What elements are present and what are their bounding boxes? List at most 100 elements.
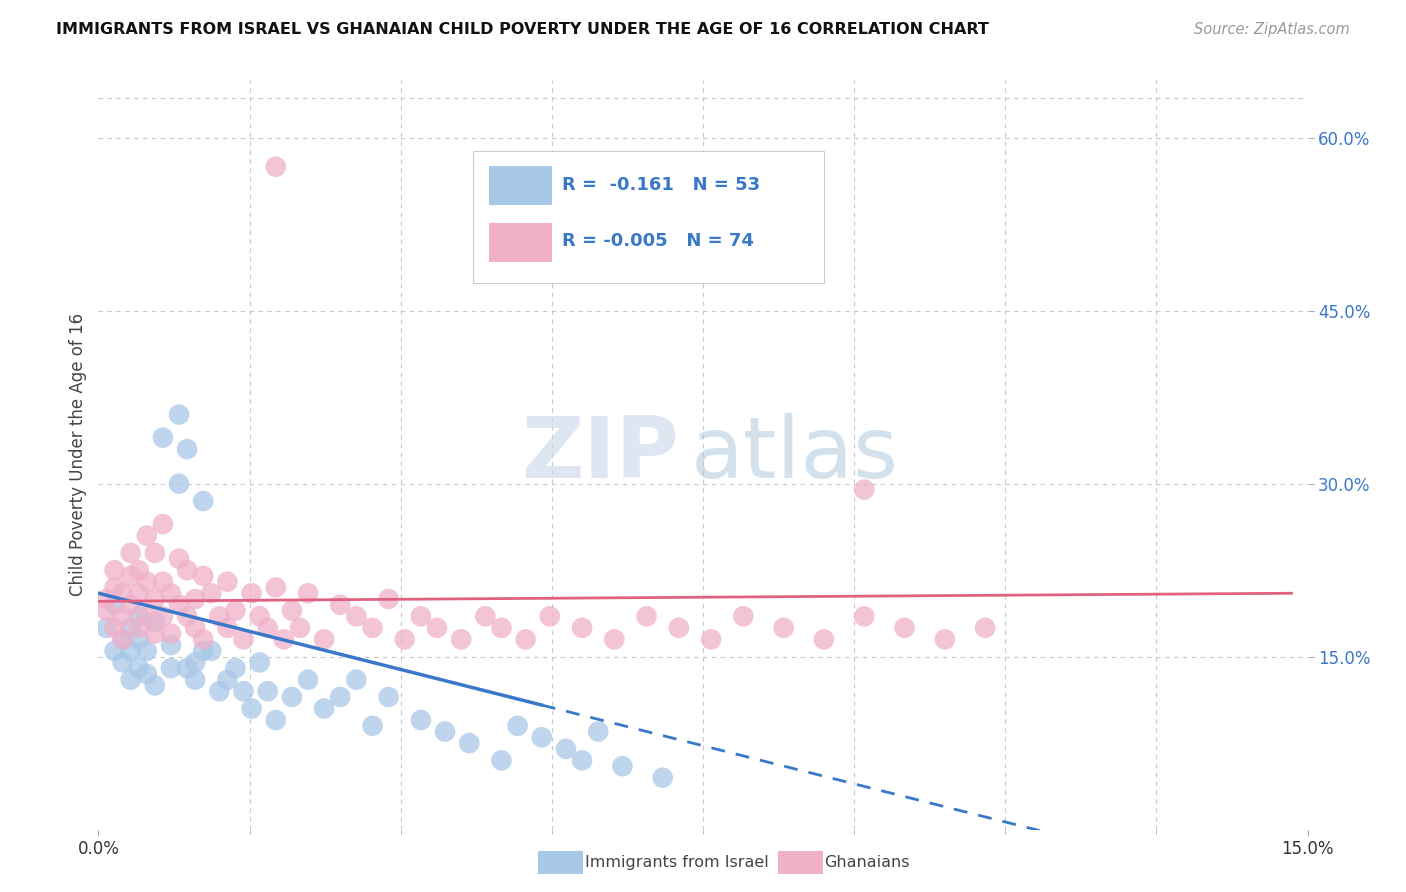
Point xyxy=(176,661,198,675)
Point xyxy=(232,632,254,647)
Point xyxy=(329,690,352,704)
Point xyxy=(772,621,794,635)
Point xyxy=(135,609,157,624)
Point xyxy=(297,586,319,600)
Point xyxy=(813,632,835,647)
Point xyxy=(120,546,142,560)
Point xyxy=(409,609,432,624)
Point xyxy=(143,678,166,692)
Point xyxy=(176,609,198,624)
Point xyxy=(128,632,150,647)
Text: Ghanaians: Ghanaians xyxy=(824,855,910,870)
Point xyxy=(506,719,529,733)
Point xyxy=(184,656,207,670)
Point xyxy=(893,621,915,635)
Point xyxy=(474,609,496,624)
Point xyxy=(733,609,755,624)
Point xyxy=(120,621,142,635)
Point xyxy=(329,598,352,612)
Point xyxy=(612,759,634,773)
Point xyxy=(208,684,231,698)
Point xyxy=(377,592,399,607)
Point xyxy=(224,603,246,617)
Point xyxy=(135,528,157,542)
Point xyxy=(167,476,190,491)
Point xyxy=(281,690,304,704)
Point xyxy=(217,673,239,687)
Point xyxy=(96,603,118,617)
Point xyxy=(668,621,690,635)
Y-axis label: Child Poverty Under the Age of 16: Child Poverty Under the Age of 16 xyxy=(69,313,87,597)
Point xyxy=(217,574,239,589)
Text: Source: ZipAtlas.com: Source: ZipAtlas.com xyxy=(1194,22,1350,37)
Point xyxy=(571,753,593,767)
Point xyxy=(264,160,287,174)
Point xyxy=(111,632,134,647)
Point xyxy=(128,563,150,577)
Point xyxy=(143,592,166,607)
Point xyxy=(538,609,561,624)
Point xyxy=(586,724,609,739)
Point xyxy=(208,609,231,624)
Point xyxy=(111,656,134,670)
Point xyxy=(167,408,190,422)
Point xyxy=(450,632,472,647)
Point xyxy=(530,731,553,745)
Point xyxy=(240,701,263,715)
Point xyxy=(193,644,215,658)
Point xyxy=(515,632,537,647)
Point xyxy=(217,621,239,635)
Point xyxy=(193,632,215,647)
Point xyxy=(264,581,287,595)
FancyBboxPatch shape xyxy=(489,167,551,205)
Point xyxy=(111,586,134,600)
Point xyxy=(426,621,449,635)
Point xyxy=(700,632,723,647)
Point xyxy=(120,644,142,658)
Point xyxy=(297,673,319,687)
Point xyxy=(571,621,593,635)
Point xyxy=(111,632,134,647)
Point xyxy=(409,713,432,727)
Point xyxy=(135,574,157,589)
Point xyxy=(264,713,287,727)
Point xyxy=(288,621,311,635)
Point xyxy=(120,673,142,687)
Text: Immigrants from Israel: Immigrants from Israel xyxy=(585,855,769,870)
Point xyxy=(176,442,198,457)
Point xyxy=(434,724,457,739)
Point xyxy=(152,574,174,589)
Point xyxy=(853,483,876,497)
Point xyxy=(281,603,304,617)
Point xyxy=(361,719,384,733)
Point xyxy=(193,494,215,508)
Point xyxy=(344,673,367,687)
Point xyxy=(103,581,125,595)
Point xyxy=(232,684,254,698)
Point xyxy=(135,644,157,658)
Point xyxy=(651,771,673,785)
Point xyxy=(636,609,658,624)
Point xyxy=(152,431,174,445)
Point xyxy=(103,644,125,658)
Point xyxy=(135,667,157,681)
Point xyxy=(555,742,578,756)
Point xyxy=(184,621,207,635)
FancyBboxPatch shape xyxy=(474,152,824,283)
Point xyxy=(224,661,246,675)
Point xyxy=(143,615,166,629)
Point xyxy=(120,598,142,612)
Point xyxy=(273,632,295,647)
Point xyxy=(249,609,271,624)
Point xyxy=(160,626,183,640)
Point xyxy=(603,632,626,647)
Point xyxy=(314,632,336,647)
Point xyxy=(96,592,118,607)
Point xyxy=(240,586,263,600)
Point xyxy=(249,656,271,670)
Text: R =  -0.161   N = 53: R = -0.161 N = 53 xyxy=(561,177,759,194)
Point xyxy=(184,592,207,607)
Point xyxy=(160,586,183,600)
Point xyxy=(491,621,513,635)
Point xyxy=(143,546,166,560)
